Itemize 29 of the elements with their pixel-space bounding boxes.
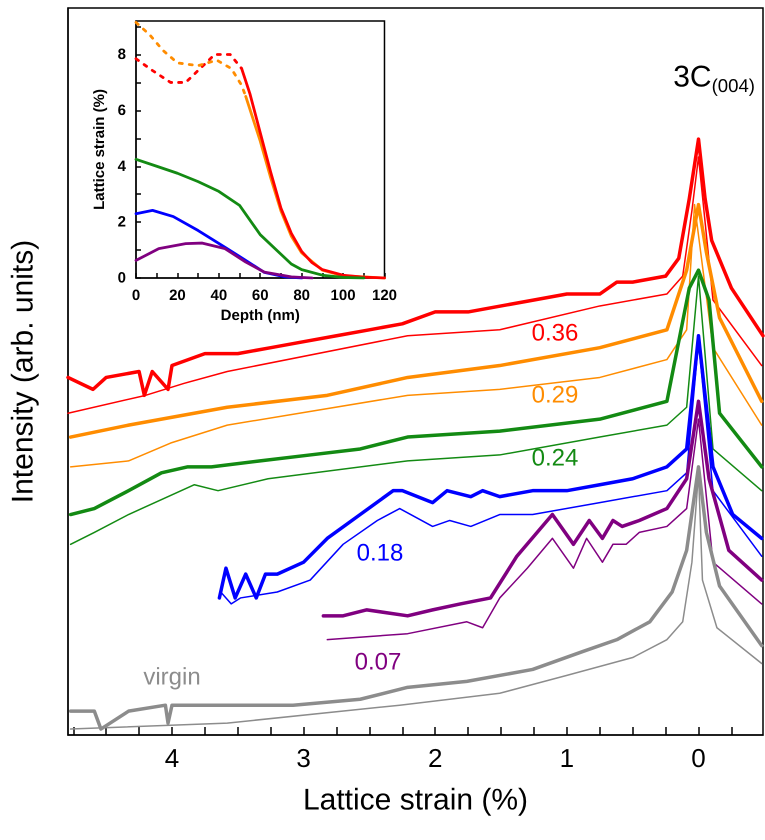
series-label: 0.29	[532, 382, 578, 408]
x-tick-label: 60	[252, 287, 269, 304]
x-tick-label: 80	[293, 287, 310, 304]
x-tick-label: 0	[132, 287, 140, 304]
y-axis-title: Intensity (arb. units)	[6, 240, 40, 504]
x-tick-label: 1	[560, 743, 574, 773]
y-axis-title: Lattice strain (%)	[90, 89, 108, 210]
y-tick-label: 2	[118, 214, 126, 231]
x-tick-label: 120	[372, 287, 397, 304]
y-tick-label: 6	[118, 102, 126, 119]
x-axis-title: Lattice strain (%)	[302, 784, 528, 816]
y-tick-label: 8	[118, 46, 126, 64]
y-tick-label: 4	[118, 158, 127, 175]
series-label: 0.07	[354, 648, 402, 676]
line-series	[134, 242, 314, 280]
x-axis-title: Depth (nm)	[220, 306, 300, 324]
line-series	[134, 158, 366, 280]
x-tick-label: 100	[330, 287, 356, 304]
series-label: 0.36	[532, 320, 578, 346]
y-tick-label: 0	[118, 270, 126, 286]
x-tick-label: 4	[164, 743, 180, 773]
x-tick-label: 2	[428, 743, 442, 773]
series-label: 0.24	[532, 444, 578, 472]
x-tick-label: 20	[169, 287, 186, 304]
series-label: virgin	[143, 664, 201, 690]
x-tick-label: 3	[296, 743, 311, 773]
x-tick-label: 0	[691, 743, 706, 773]
series-label: 0.18	[356, 540, 404, 566]
x-tick-label: 40	[210, 287, 228, 304]
